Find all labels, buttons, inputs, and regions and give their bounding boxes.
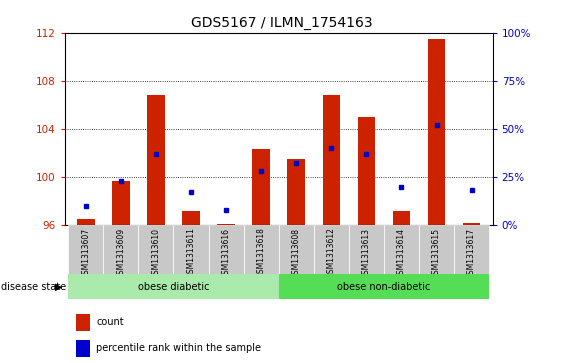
- Bar: [208, 225, 244, 274]
- Text: disease state: disease state: [1, 282, 66, 292]
- Text: GSM1313615: GSM1313615: [432, 228, 441, 278]
- Bar: [314, 225, 349, 274]
- Bar: [68, 274, 279, 299]
- Bar: [358, 117, 375, 225]
- Bar: [147, 95, 165, 225]
- Bar: [419, 225, 454, 274]
- Bar: [428, 39, 445, 225]
- Bar: [349, 225, 384, 274]
- Text: percentile rank within the sample: percentile rank within the sample: [96, 343, 261, 354]
- Text: GSM1313610: GSM1313610: [151, 228, 160, 278]
- Text: count: count: [96, 317, 124, 327]
- Bar: [463, 223, 480, 225]
- Bar: [182, 211, 200, 225]
- Bar: [454, 225, 489, 274]
- Bar: [252, 149, 270, 225]
- Bar: [279, 225, 314, 274]
- Text: GDS5167 / ILMN_1754163: GDS5167 / ILMN_1754163: [191, 16, 372, 30]
- Bar: [76, 314, 90, 331]
- Bar: [392, 211, 410, 225]
- Bar: [77, 219, 95, 225]
- Text: obese non-diabetic: obese non-diabetic: [337, 282, 431, 292]
- Text: GSM1313613: GSM1313613: [362, 228, 371, 278]
- Bar: [244, 225, 279, 274]
- Text: GSM1313608: GSM1313608: [292, 228, 301, 278]
- Text: GSM1313607: GSM1313607: [81, 228, 90, 279]
- Text: obese diabetic: obese diabetic: [138, 282, 209, 292]
- Text: GSM1313617: GSM1313617: [467, 228, 476, 278]
- Bar: [104, 225, 138, 274]
- Bar: [138, 225, 173, 274]
- Text: GSM1313611: GSM1313611: [186, 228, 195, 278]
- Bar: [76, 340, 90, 357]
- Text: GSM1313618: GSM1313618: [257, 228, 266, 278]
- Text: GSM1313609: GSM1313609: [117, 228, 126, 279]
- Bar: [384, 225, 419, 274]
- Bar: [288, 159, 305, 225]
- Bar: [68, 225, 104, 274]
- Text: ▶: ▶: [55, 282, 62, 292]
- Text: GSM1313616: GSM1313616: [222, 228, 231, 278]
- Text: GSM1313614: GSM1313614: [397, 228, 406, 278]
- Bar: [323, 95, 340, 225]
- Bar: [217, 224, 235, 225]
- Bar: [112, 180, 129, 225]
- Text: GSM1313612: GSM1313612: [327, 228, 336, 278]
- Bar: [279, 274, 489, 299]
- Bar: [173, 225, 208, 274]
